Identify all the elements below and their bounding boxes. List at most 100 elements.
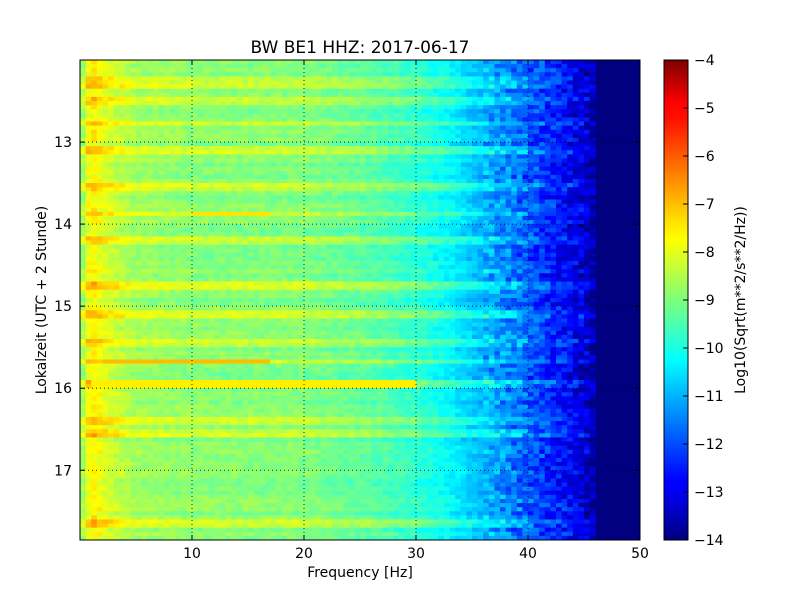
heatmap-cell	[124, 224, 131, 229]
heatmap-cell	[544, 137, 551, 143]
heatmap-cell	[544, 228, 551, 233]
heatmap-cell	[472, 236, 479, 242]
heatmap-cell	[388, 215, 395, 221]
heatmap-cell	[343, 129, 350, 135]
heatmap-cell	[164, 60, 171, 65]
heatmap-cell	[108, 211, 115, 217]
heatmap-cell	[449, 199, 456, 205]
heatmap-cell	[589, 207, 596, 213]
heatmap-cell	[91, 183, 98, 188]
heatmap-cell	[449, 142, 456, 147]
heatmap-cell	[102, 261, 109, 266]
heatmap-cell	[270, 142, 277, 147]
heatmap-cell	[175, 240, 182, 246]
heatmap-cell	[388, 261, 395, 266]
heatmap-cell	[208, 232, 215, 238]
heatmap-cell	[141, 236, 148, 242]
heatmap-cell	[208, 133, 215, 139]
heatmap-cell	[505, 109, 512, 114]
heatmap-cell	[85, 174, 92, 180]
heatmap-cell	[348, 191, 355, 196]
heatmap-cell	[539, 269, 546, 274]
heatmap-cell	[264, 236, 271, 242]
heatmap-cell	[298, 154, 305, 160]
heatmap-cell	[253, 72, 260, 78]
heatmap-cell	[393, 261, 400, 266]
heatmap-cell	[393, 125, 400, 131]
heatmap-cell	[309, 277, 316, 283]
heatmap-cell	[309, 158, 316, 164]
heatmap-cell	[80, 261, 87, 266]
heatmap-cell	[567, 170, 574, 176]
heatmap-cell	[304, 224, 311, 229]
heatmap-cell	[169, 207, 176, 213]
heatmap-cell	[572, 88, 579, 94]
heatmap-cell	[332, 117, 339, 123]
heatmap-cell	[449, 80, 456, 86]
heatmap-cell	[80, 60, 87, 65]
heatmap-cell	[472, 60, 479, 65]
heatmap-cell	[589, 146, 596, 151]
heatmap-cell	[315, 183, 322, 188]
heatmap-cell	[343, 60, 350, 65]
heatmap-cell	[108, 170, 115, 176]
heatmap-cell	[399, 220, 406, 225]
heatmap-cell	[270, 203, 277, 209]
heatmap-cell	[304, 68, 311, 73]
heatmap-cell	[567, 261, 574, 266]
heatmap-cell	[427, 240, 434, 246]
heatmap-cell	[550, 183, 557, 188]
heatmap-cell	[292, 252, 299, 258]
heatmap-cell	[197, 207, 204, 213]
heatmap-cell	[147, 228, 154, 233]
heatmap-cell	[472, 109, 479, 114]
heatmap-cell	[360, 248, 367, 254]
heatmap-cell	[354, 166, 361, 172]
heatmap-cell	[147, 273, 154, 279]
heatmap-cell	[337, 211, 344, 217]
heatmap-cell	[539, 117, 546, 123]
heatmap-cell	[505, 72, 512, 78]
heatmap-cell	[354, 178, 361, 184]
heatmap-cell	[220, 109, 227, 114]
heatmap-cell	[270, 265, 277, 270]
heatmap-cell	[91, 236, 98, 242]
heatmap-cell	[315, 236, 322, 242]
heatmap-cell	[488, 72, 495, 78]
heatmap-cell	[96, 256, 103, 262]
heatmap-cell	[505, 224, 512, 229]
heatmap-cell	[539, 252, 546, 258]
heatmap-cell	[455, 158, 462, 164]
heatmap-cell	[253, 277, 260, 283]
heatmap-cell	[332, 133, 339, 139]
heatmap-cell	[477, 178, 484, 184]
heatmap-cell	[332, 220, 339, 225]
heatmap-cell	[388, 203, 395, 209]
heatmap-cell	[343, 137, 350, 143]
heatmap-cell	[416, 232, 423, 238]
heatmap-cell	[432, 142, 439, 147]
heatmap-cell	[130, 224, 137, 229]
heatmap-cell	[466, 224, 473, 229]
heatmap-cell	[259, 60, 266, 65]
heatmap-cell	[483, 199, 490, 205]
heatmap-cell	[533, 92, 540, 98]
heatmap-cell	[136, 232, 143, 238]
heatmap-cell	[287, 129, 294, 135]
heatmap-cell	[399, 92, 406, 98]
heatmap-cell	[466, 101, 473, 106]
heatmap-cell	[270, 60, 277, 65]
heatmap-cell	[556, 158, 563, 164]
heatmap-cell	[432, 158, 439, 164]
heatmap-cell	[203, 269, 210, 274]
heatmap-cell	[164, 183, 171, 188]
heatmap-cell	[203, 142, 210, 147]
heatmap-cell	[236, 178, 243, 184]
heatmap-cell	[488, 174, 495, 180]
heatmap-cell	[214, 170, 221, 176]
heatmap-cell	[236, 129, 243, 135]
heatmap-cell	[152, 174, 159, 180]
heatmap-cell	[276, 76, 283, 82]
heatmap-cell	[119, 80, 126, 86]
heatmap-cell	[365, 64, 372, 69]
